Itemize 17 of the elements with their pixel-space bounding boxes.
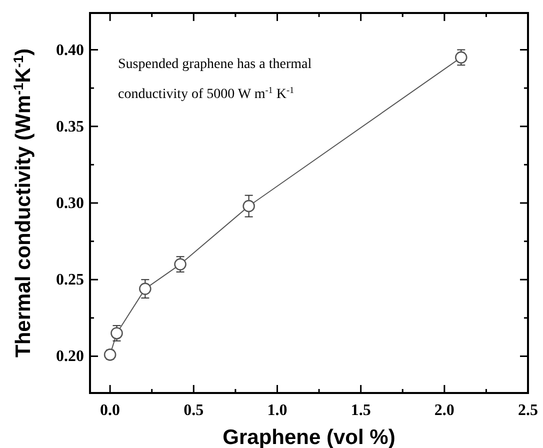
x-tick-label: 1.0 bbox=[267, 402, 288, 419]
y-tick-label: 0.30 bbox=[56, 195, 84, 212]
x-tick-label: 2.0 bbox=[434, 402, 454, 419]
y-tick-label: 0.35 bbox=[56, 118, 84, 136]
x-tick-label: 0.0 bbox=[100, 402, 120, 419]
point bbox=[242, 200, 255, 212]
annotation: Suspended graphene has a thermal conductivity of 5000 W m$^{-1}$ K$^{-1}$ bbox=[118, 57, 312, 102]
point bbox=[454, 51, 468, 64]
x-tick-label: 0.5 bbox=[184, 402, 204, 419]
point bbox=[139, 282, 152, 295]
point bbox=[110, 327, 123, 340]
x-tick-label: 2.5 bbox=[518, 402, 538, 419]
y-tick-label: 0.20 bbox=[56, 348, 84, 366]
y-tick-label: 0.40 bbox=[56, 42, 84, 59]
x-tick-label: 1.5 bbox=[350, 402, 371, 419]
x-axis-title: Graphene (vol %) bbox=[222, 426, 396, 448]
y-tick-label: 0.25 bbox=[56, 272, 84, 289]
